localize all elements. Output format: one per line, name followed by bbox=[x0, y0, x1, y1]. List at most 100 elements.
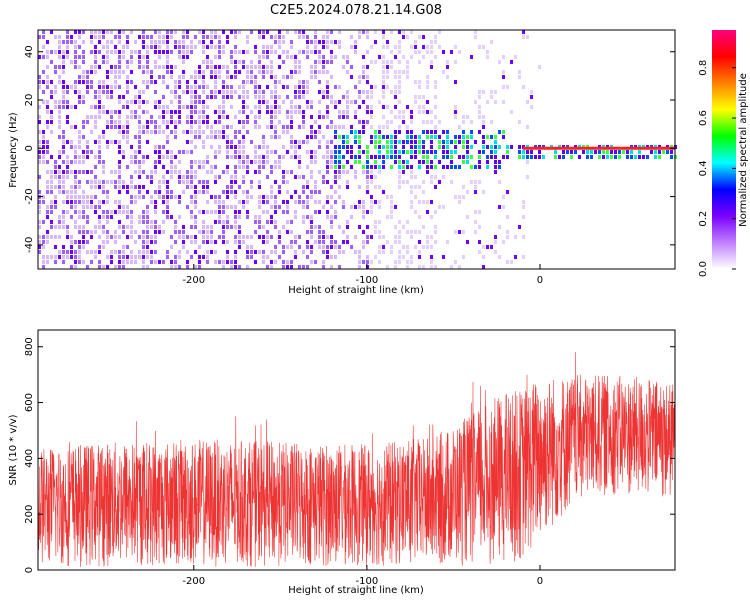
heatmap-cell bbox=[178, 215, 181, 219]
heatmap-cell bbox=[214, 220, 217, 224]
heatmap-cell bbox=[494, 165, 497, 169]
heatmap-cell bbox=[426, 110, 429, 114]
heatmap-cell bbox=[370, 175, 373, 179]
heatmap-cell bbox=[102, 130, 105, 134]
heatmap-cell bbox=[454, 80, 457, 84]
heatmap-cell bbox=[366, 95, 369, 99]
heatmap-cell bbox=[366, 110, 369, 114]
heatmap-cell bbox=[138, 215, 141, 219]
heatmap-cell bbox=[130, 225, 133, 229]
heatmap-cell bbox=[78, 55, 81, 59]
heatmap-cell bbox=[94, 205, 97, 209]
heatmap-cell bbox=[98, 40, 101, 44]
heatmap-cell bbox=[94, 180, 97, 184]
heatmap-cell bbox=[430, 145, 433, 149]
heatmap-cell bbox=[62, 95, 65, 99]
heatmap-cell bbox=[370, 105, 373, 109]
heatmap-cell bbox=[66, 120, 69, 124]
heatmap-cell bbox=[358, 140, 361, 144]
heatmap-cell bbox=[418, 265, 421, 269]
heatmap-cell bbox=[82, 150, 85, 154]
heatmap-cell bbox=[54, 165, 57, 169]
heatmap-cell bbox=[118, 75, 121, 79]
heatmap-cell bbox=[298, 105, 301, 109]
heatmap-cell bbox=[390, 140, 393, 144]
heatmap-cell bbox=[350, 75, 353, 79]
heatmap-cell bbox=[222, 240, 225, 244]
heatmap-cell bbox=[434, 105, 437, 109]
heatmap-cell bbox=[250, 235, 253, 239]
heatmap-cell bbox=[306, 195, 309, 199]
heatmap-cell bbox=[190, 110, 193, 114]
heatmap-cell bbox=[430, 150, 433, 154]
heatmap-cell bbox=[198, 165, 201, 169]
heatmap-cell bbox=[150, 260, 153, 264]
heatmap-cell bbox=[422, 190, 425, 194]
heatmap-cell bbox=[186, 30, 189, 34]
heatmap-cell bbox=[426, 45, 429, 49]
heatmap-cell bbox=[270, 195, 273, 199]
heatmap-cell bbox=[354, 155, 357, 159]
heatmap-cell bbox=[494, 155, 497, 159]
heatmap-cell bbox=[510, 145, 513, 149]
heatmap-cell bbox=[66, 45, 69, 49]
heatmap-cell bbox=[150, 225, 153, 229]
heatmap-cell bbox=[454, 140, 457, 144]
heatmap-cell bbox=[134, 150, 137, 154]
heatmap-cell bbox=[322, 240, 325, 244]
heatmap-cell bbox=[366, 265, 369, 269]
heatmap-cell bbox=[58, 175, 61, 179]
heatmap-cell bbox=[66, 140, 69, 144]
heatmap-cell bbox=[246, 35, 249, 39]
heatmap-cell bbox=[86, 80, 89, 84]
heatmap-cell bbox=[238, 215, 241, 219]
heatmap-cell bbox=[390, 30, 393, 34]
heatmap-cell bbox=[66, 35, 69, 39]
heatmap-cell bbox=[270, 185, 273, 189]
heatmap-cell bbox=[386, 140, 389, 144]
heatmap-cell bbox=[86, 195, 89, 199]
heatmap-cell bbox=[582, 150, 585, 154]
heatmap-cell bbox=[102, 170, 105, 174]
heatmap-cell bbox=[394, 75, 397, 79]
heatmap-x-tick-label: 0 bbox=[537, 275, 543, 286]
heatmap-cell bbox=[362, 170, 365, 174]
heatmap-cell bbox=[226, 70, 229, 74]
heatmap-cell bbox=[194, 185, 197, 189]
heatmap-cell bbox=[462, 115, 465, 119]
heatmap-cell bbox=[270, 115, 273, 119]
heatmap-cell bbox=[274, 205, 277, 209]
heatmap-cell bbox=[174, 230, 177, 234]
heatmap-cell bbox=[434, 165, 437, 169]
heatmap-cell bbox=[74, 160, 77, 164]
heatmap-cell bbox=[122, 135, 125, 139]
heatmap-cell bbox=[410, 120, 413, 124]
heatmap-cell bbox=[222, 45, 225, 49]
heatmap-cell bbox=[222, 220, 225, 224]
heatmap-cell bbox=[70, 200, 73, 204]
heatmap-cell bbox=[430, 50, 433, 54]
heatmap-cell bbox=[202, 145, 205, 149]
heatmap-cell bbox=[150, 180, 153, 184]
heatmap-cell bbox=[218, 220, 221, 224]
colorbar-gradient bbox=[712, 30, 736, 269]
heatmap-cell bbox=[74, 240, 77, 244]
heatmap-cell bbox=[410, 110, 413, 114]
heatmap-cell bbox=[522, 150, 525, 154]
heatmap-cell bbox=[466, 160, 469, 164]
heatmap-cell bbox=[306, 265, 309, 269]
heatmap-cell bbox=[234, 220, 237, 224]
heatmap-cell bbox=[62, 135, 65, 139]
heatmap-cell bbox=[38, 140, 41, 144]
heatmap-cell bbox=[162, 230, 165, 234]
heatmap-cell bbox=[234, 205, 237, 209]
heatmap-cell bbox=[418, 250, 421, 254]
heatmap-cell bbox=[454, 135, 457, 139]
heatmap-cell bbox=[190, 105, 193, 109]
heatmap-cell bbox=[394, 135, 397, 139]
heatmap-cell bbox=[318, 170, 321, 174]
heatmap-cell bbox=[94, 175, 97, 179]
heatmap-cell bbox=[282, 35, 285, 39]
heatmap-cell bbox=[50, 90, 53, 94]
